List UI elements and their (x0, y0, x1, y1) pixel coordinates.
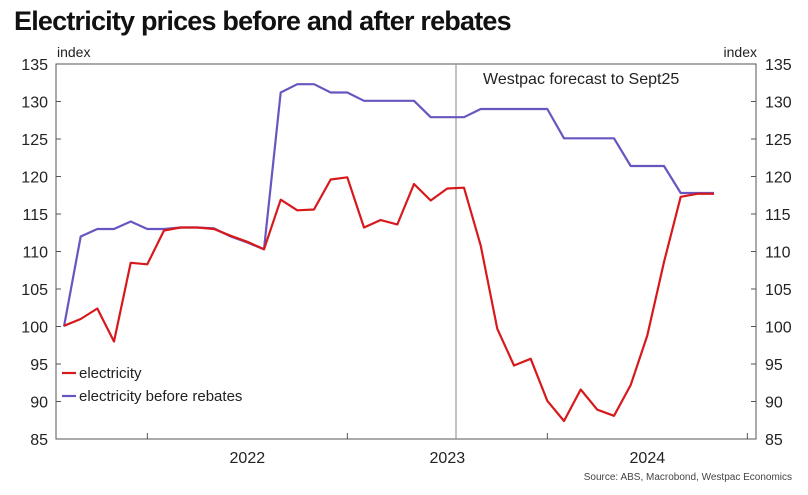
y-axis-right: 85 90 95 100 105 110 115 120 125 130 135 (765, 57, 792, 449)
source-note: Source: ABS, Macrobond, Westpac Economic… (583, 472, 792, 483)
y-tick-label-right: 125 (765, 132, 792, 149)
y-tick-label-left: 100 (21, 320, 48, 337)
y-tick-label-right: 120 (765, 170, 792, 187)
y-tick-label-left: 105 (21, 282, 48, 299)
y-tick-label-left: 85 (30, 432, 48, 449)
x-tick-label: 2023 (430, 450, 466, 467)
plot-frame (55, 63, 757, 440)
y-tick-label-right: 85 (765, 432, 783, 449)
series-line-electricity (63, 176, 714, 423)
x-tick-label: 2024 (630, 450, 666, 467)
y-tick-label-left: 90 (30, 395, 48, 412)
y-axis-left: 85 90 95 100 105 110 115 120 125 130 135 (21, 57, 48, 449)
series-lines (62, 83, 714, 423)
legend: electricity electricity before rebates (62, 365, 242, 405)
chart-title: Electricity prices before and after reba… (14, 6, 512, 36)
y-tick-label-right: 130 (765, 95, 792, 112)
y-tick-label-right: 115 (765, 207, 791, 224)
y-axis-left-label: index (57, 44, 90, 60)
x-tick-label: 2022 (230, 450, 266, 467)
y-tick-label-left: 125 (21, 132, 48, 149)
y-tick-label-left: 110 (22, 245, 48, 262)
y-tick-label-right: 110 (765, 245, 791, 262)
forecast-annotation: Westpac forecast to Sept25 (483, 71, 679, 88)
legend-label-before-rebates: electricity before rebates (79, 388, 242, 405)
y-tick-label-right: 95 (765, 357, 783, 374)
y-tick-label-right: 105 (765, 282, 792, 299)
y-tick-label-right: 90 (765, 395, 783, 412)
y-axis-right-label: index (724, 44, 757, 60)
legend-label-electricity: electricity (79, 365, 142, 382)
gridlines (56, 63, 756, 440)
y-tick-label-left: 95 (30, 357, 48, 374)
y-tick-label-right: 100 (765, 320, 792, 337)
x-axis: 2022202320242025 (146, 433, 748, 467)
y-tick-label-right: 135 (765, 57, 792, 74)
y-tick-label-left: 120 (21, 170, 48, 187)
series-line-electricity-before-rebates (62, 83, 714, 327)
y-tick-label-left: 115 (22, 207, 48, 224)
y-tick-label-left: 135 (21, 57, 48, 74)
y-tick-label-left: 130 (21, 95, 48, 112)
